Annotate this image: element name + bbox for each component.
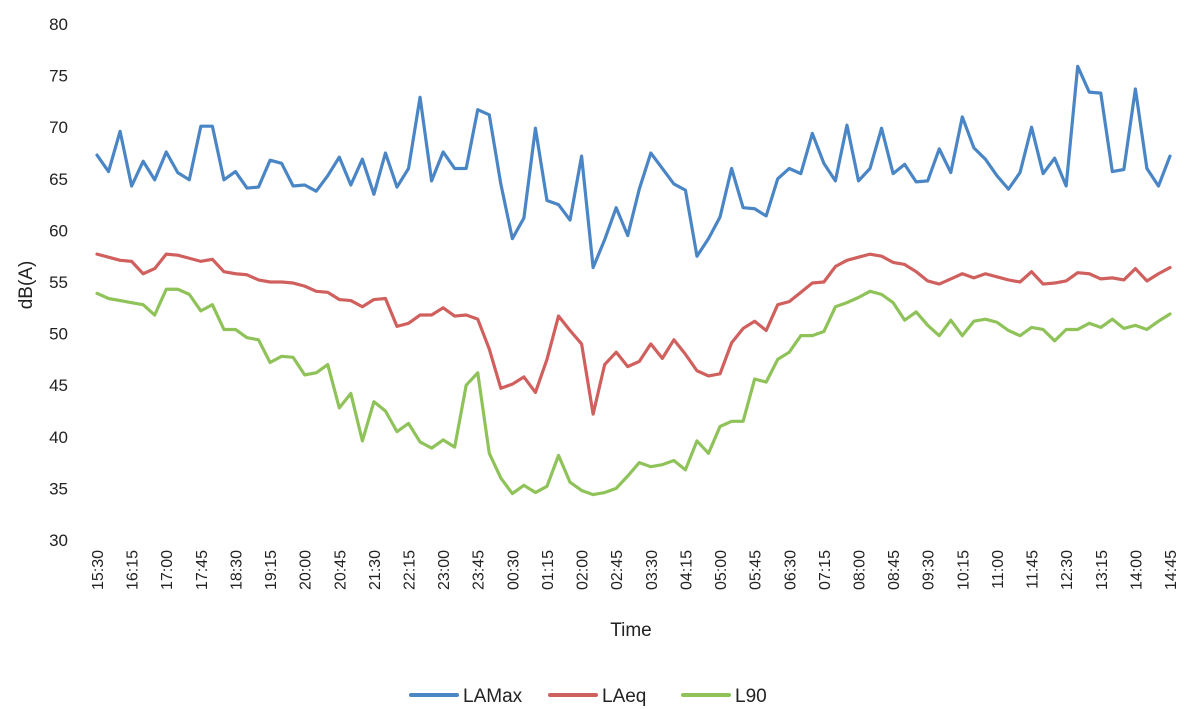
y-tick-label: 80	[49, 15, 68, 34]
x-tick-label: 22:15	[402, 550, 419, 590]
y-tick-label: 45	[49, 376, 68, 395]
y-tick-label: 40	[49, 428, 68, 447]
x-tick-label: 17:00	[159, 550, 176, 590]
y-axis-ticks: 30 35 40 45 50 55 60 65 70 75 80	[49, 15, 68, 550]
legend-label-l90: L90	[735, 686, 767, 707]
legend: LAMax LAeq L90	[409, 686, 767, 707]
x-tick-label: 15:30	[90, 550, 107, 590]
y-tick-label: 65	[49, 170, 68, 189]
y-tick-label: 70	[49, 118, 68, 137]
x-tick-label: 08:45	[886, 550, 903, 590]
x-tick-label: 02:00	[575, 550, 592, 590]
x-tick-label: 05:45	[748, 550, 765, 590]
x-tick-label: 08:00	[851, 550, 868, 590]
y-tick-label: 75	[49, 67, 68, 86]
x-tick-label: 11:45	[1025, 550, 1042, 589]
y-tick-label: 55	[49, 273, 68, 292]
x-tick-label: 14:00	[1128, 550, 1145, 590]
x-axis-ticks: 15:30 16:15 17:00 17:45 18:30 19:15 20:00 20:45…	[90, 550, 1180, 590]
y-tick-label: 35	[49, 479, 68, 498]
x-tick-label: 20:00	[298, 550, 315, 590]
x-tick-label: 16:15	[125, 550, 142, 590]
x-tick-label: 07:15	[817, 550, 834, 590]
y-tick-label: 50	[49, 325, 68, 344]
x-tick-label: 03:30	[644, 550, 661, 590]
x-tick-label: 12:30	[1059, 550, 1076, 590]
x-tick-label: 23:45	[471, 550, 488, 590]
x-tick-label: 13:15	[1094, 550, 1111, 590]
series-line-laeq	[95, 252, 1172, 416]
x-tick-label: 19:15	[263, 550, 280, 590]
x-tick-label: 04:15	[678, 550, 695, 590]
y-tick-label: 60	[49, 221, 68, 240]
x-tick-label: 10:15	[955, 550, 972, 590]
x-tick-label: 02:45	[609, 550, 626, 590]
x-tick-label: 23:00	[436, 550, 453, 590]
x-tick-label: 17:45	[194, 550, 211, 590]
x-axis-title: Time	[610, 620, 652, 641]
x-tick-label: 18:30	[228, 550, 245, 590]
series-line-l90	[95, 287, 1172, 497]
x-tick-label: 21:30	[367, 550, 384, 590]
legend-label-laeq: LAeq	[602, 686, 646, 707]
y-tick-label: 30	[49, 531, 68, 550]
x-tick-label: 14:45	[1163, 550, 1180, 590]
x-tick-label: 01:15	[540, 550, 557, 590]
y-axis-title: dB(A)	[16, 261, 37, 310]
x-tick-label: 09:30	[921, 550, 938, 590]
x-tick-label: 06:30	[782, 550, 799, 590]
series-line-lamax	[95, 64, 1172, 270]
x-tick-label: 20:45	[332, 550, 349, 590]
x-tick-label: 05:00	[713, 550, 730, 590]
legend-label-lamax: LAMax	[463, 686, 523, 707]
series-lines	[95, 64, 1172, 497]
x-tick-label: 00:30	[505, 550, 522, 590]
x-tick-label: 11:00	[990, 550, 1007, 589]
